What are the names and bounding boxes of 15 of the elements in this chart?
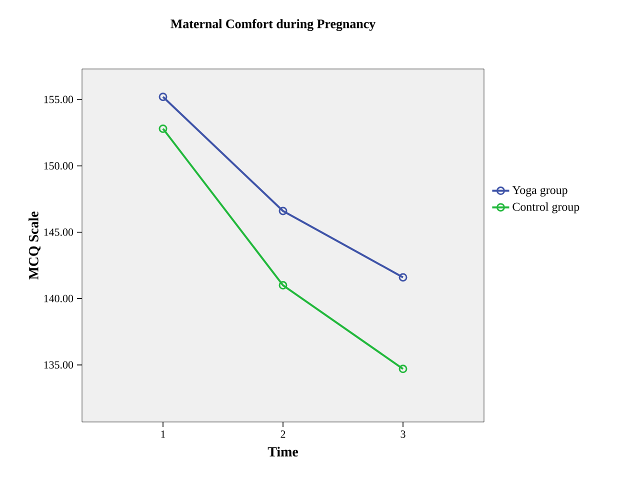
chart-title: Maternal Comfort during Pregnancy <box>170 18 376 31</box>
x-axis-title: Time <box>268 446 298 457</box>
y-tick-label: 135.00 <box>44 361 74 369</box>
y-tick-label: 140.00 <box>44 294 74 302</box>
x-tick-label: 2 <box>280 430 286 438</box>
point <box>278 281 288 290</box>
y-tick-label: 150.00 <box>44 162 74 170</box>
y-axis-title: MCQ Scale <box>28 212 41 280</box>
legend-label: Yoga group <box>512 186 568 197</box>
legend-label: Control group <box>512 202 580 214</box>
y-tick-label: 155.00 <box>44 96 74 104</box>
x-tick-label: 3 <box>400 430 406 438</box>
y-tick-label: 145.00 <box>44 228 74 236</box>
x-tick-label: 1 <box>161 430 166 438</box>
point <box>278 206 288 216</box>
